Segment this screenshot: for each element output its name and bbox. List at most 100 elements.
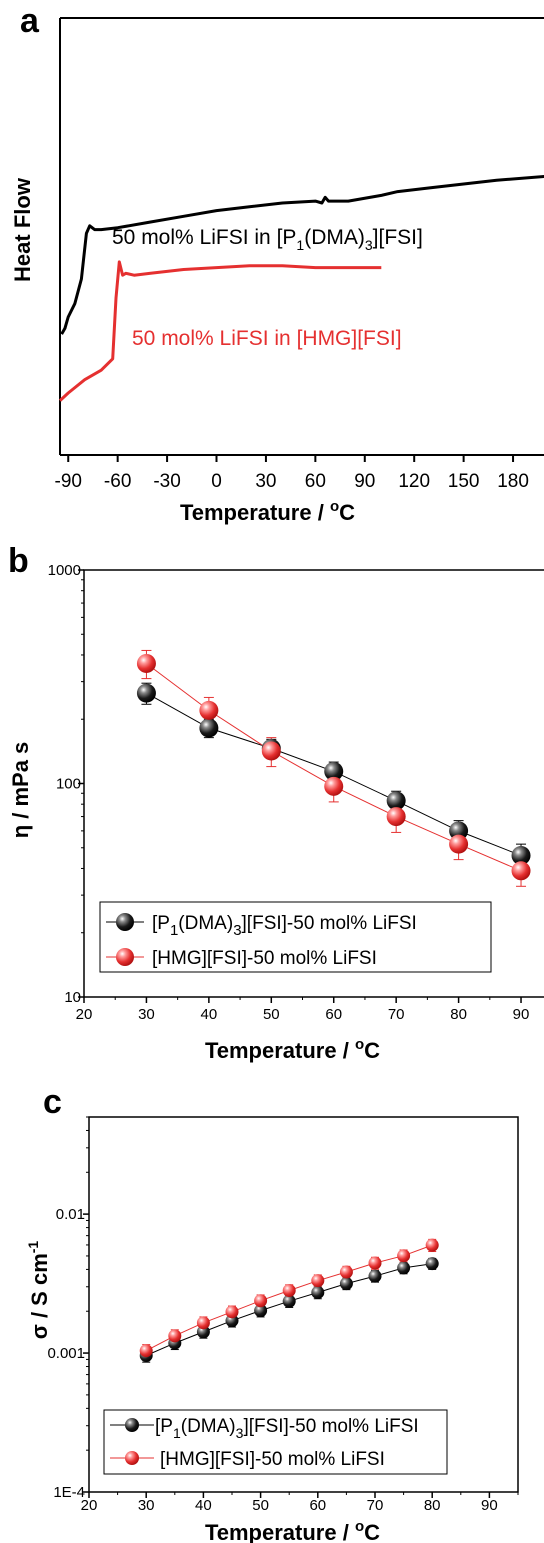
- panel-b-x-axis-title: Temperature / oC: [205, 1036, 380, 1063]
- panel-a-x-tick-label: -60: [104, 471, 131, 492]
- panel-b-data-point: [199, 700, 219, 720]
- panel-c-data-point: [425, 1238, 439, 1252]
- panel-b-ticks: 20 30 40 50 60 70 80 90 10 100 1000: [48, 562, 530, 1023]
- panel-a-series-line-0: [60, 175, 544, 335]
- panel-b-legend: [P1(DMA)3][FSI]-50 mol% LiFSI [HMG][FSI]…: [99, 901, 492, 973]
- panel-b-x-tick-label: 80: [450, 1006, 467, 1023]
- panel-a-annotation-hmg: 50 mol% LiFSI in [HMG][FSI]: [132, 327, 402, 350]
- panel-b-legend-label-red: [HMG][FSI]-50 mol% LiFSI: [152, 948, 377, 969]
- panel-c-x-tick-label: 90: [481, 1497, 498, 1514]
- panel-c-x-tick-label: 80: [424, 1497, 441, 1514]
- panel-a-annotation-p1dma3: 50 mol% LiFSI in [P1(DMA)3][FSI]: [112, 226, 423, 253]
- panel-b-x-tick-label: 70: [388, 1006, 405, 1023]
- panel-b-y-axis-title: η / mPa s: [8, 742, 33, 839]
- panel-a-x-tick-label: 90: [354, 471, 375, 492]
- panel-c-data-point: [168, 1329, 182, 1343]
- panel-c-x-tick-label: 50: [252, 1497, 269, 1514]
- panel-b-x-tick-label: 90: [513, 1006, 530, 1023]
- panel-c-data-point: [282, 1283, 296, 1297]
- panel-c-y-tick-label: 0.001: [47, 1345, 85, 1362]
- panel-c-data-point: [311, 1274, 325, 1288]
- panel-c-x-tick-label: 30: [138, 1497, 155, 1514]
- panel-c-letter: c: [43, 1083, 62, 1121]
- panel-b-series: [136, 649, 531, 887]
- panel-b-x-tick-label: 30: [138, 1006, 155, 1023]
- panel-c-data-point: [339, 1277, 353, 1291]
- panel-c-y-axis-title: σ / S cm-1: [25, 1241, 52, 1340]
- panel-c-data-point: [368, 1256, 382, 1270]
- panel-a-x-tick-label: 120: [398, 471, 430, 492]
- panel-c-x-tick-label: 60: [309, 1497, 326, 1514]
- panel-c-data-point: [196, 1316, 210, 1330]
- panel-b-legend-marker-black: [116, 913, 134, 931]
- panel-b-data-point: [324, 761, 344, 781]
- panel-c-x-tick-label: 70: [367, 1497, 384, 1514]
- panel-c-legend-label-red: [HMG][FSI]-50 mol% LiFSI: [160, 1449, 385, 1470]
- panel-a-x-axis-title: Temperature / oC: [180, 498, 355, 525]
- panel-c-conductivity-chart: c 20 30 40 50 60 70 80 90 1E-4 0.001 0.01 Temperat…: [25, 1083, 519, 1543]
- panel-c-data-point: [311, 1285, 325, 1299]
- panel-b-data-point: [511, 846, 531, 866]
- panel-c-axes: [88, 1116, 519, 1493]
- panel-b-data-point: [324, 776, 344, 796]
- panel-c-series-line-0: [146, 1263, 433, 1356]
- panel-c-x-tick-label: 40: [195, 1497, 212, 1514]
- panel-c-data-point: [339, 1265, 353, 1279]
- panel-c-data-point: [254, 1294, 268, 1308]
- panel-b-legend-marker-red: [116, 948, 134, 966]
- panel-c-legend: [P1(DMA)3][FSI]-50 mol% LiFSI [HMG][FSI]…: [103, 1409, 448, 1475]
- panel-a-letter: a: [20, 2, 40, 40]
- panel-b-data-point: [136, 653, 156, 673]
- panel-a-heat-flow-chart: a -90 -60 -30 0 30 60 90 120 150 180 Temperature …: [10, 2, 544, 525]
- panel-b-y-tick-label: 100: [56, 776, 81, 793]
- panel-a-x-tick-label: 0: [211, 471, 222, 492]
- panel-c-legend-label-black: [P1(DMA)3][FSI]-50 mol% LiFSI: [155, 1416, 419, 1441]
- panel-b-letter: b: [8, 542, 29, 580]
- panel-c-data-point: [254, 1304, 268, 1318]
- panel-b-data-point: [261, 741, 281, 761]
- panel-c-data-point: [397, 1261, 411, 1275]
- panel-a-x-tick-label: 180: [497, 471, 529, 492]
- panel-a-x-tick-label: 30: [255, 471, 276, 492]
- panel-a-series-line-1: [58, 260, 382, 402]
- panel-b-legend-label-black: [P1(DMA)3][FSI]-50 mol% LiFSI: [152, 913, 417, 939]
- panel-b-x-tick-label: 40: [201, 1006, 218, 1023]
- panel-a-x-tick-label: 60: [305, 471, 326, 492]
- panel-c-data-point: [196, 1325, 210, 1339]
- panel-a-x-tick-label: -30: [153, 471, 180, 492]
- panel-c-x-axis-title: Temperature / oC: [205, 1518, 380, 1543]
- panel-c-series: [139, 1238, 439, 1363]
- panel-c-y-tick-label: 1E-4: [53, 1484, 85, 1501]
- panel-b-data-point: [199, 718, 219, 738]
- panel-c-data-point: [282, 1294, 296, 1308]
- panel-c-x-tick-label: 20: [81, 1497, 98, 1514]
- panel-c-data-point: [225, 1305, 239, 1319]
- panel-b-data-point: [386, 807, 406, 827]
- panel-c-data-point: [139, 1344, 153, 1358]
- panel-c-plot-frame: [88, 1116, 519, 1493]
- panel-b-y-tick-label: 10: [64, 989, 81, 1006]
- panel-b-data-point: [386, 791, 406, 811]
- panel-a-axes: [59, 17, 544, 456]
- panel-b-x-tick-label: 50: [263, 1006, 280, 1023]
- panel-a-series: [58, 175, 544, 402]
- panel-b-data-point: [136, 683, 156, 703]
- panel-b-data-point: [449, 834, 469, 854]
- panel-a-y-axis-title: Heat Flow: [10, 177, 35, 282]
- panel-c-data-point: [397, 1249, 411, 1263]
- panel-a-x-tick-label: 150: [448, 471, 480, 492]
- panel-a-x-ticks: -90 -60 -30 0 30 60 90 120 150 180: [55, 455, 529, 492]
- panel-c-legend-marker-red: [125, 1451, 139, 1465]
- panel-b-legend-box: [99, 901, 492, 973]
- panel-b-y-tick-label: 1000: [48, 562, 81, 579]
- panel-b-x-tick-label: 20: [76, 1006, 93, 1023]
- panel-c-data-point: [368, 1269, 382, 1283]
- panel-c-data-point: [425, 1257, 439, 1271]
- panel-b-x-tick-label: 60: [325, 1006, 342, 1023]
- panel-c-legend-box: [103, 1409, 448, 1475]
- panel-c-y-tick-label: 0.01: [56, 1206, 85, 1223]
- panel-b-data-point: [511, 861, 531, 881]
- panel-a-x-tick-label: -90: [55, 471, 82, 492]
- panel-b-viscosity-chart: b 20 30 40 50 60 70 80 90 10 100 1000 Temperature …: [8, 542, 544, 1063]
